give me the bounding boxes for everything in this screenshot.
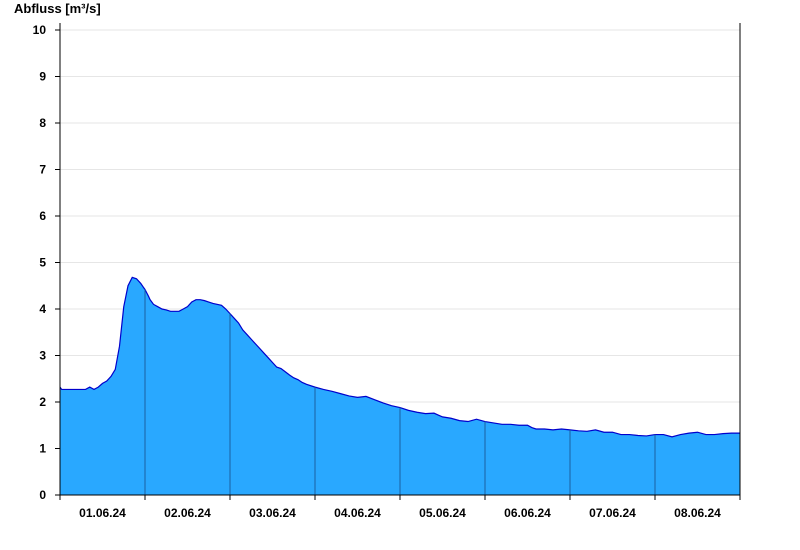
y-tick-label: 7 bbox=[39, 163, 46, 177]
y-tick-label: 9 bbox=[39, 70, 46, 84]
y-tick-label: 0 bbox=[39, 488, 46, 502]
y-tick-label: 3 bbox=[39, 349, 46, 363]
y-tick-label: 6 bbox=[39, 209, 46, 223]
y-tick-label: 8 bbox=[39, 116, 46, 130]
x-tick-label: 03.06.24 bbox=[249, 506, 296, 520]
y-tick-label: 5 bbox=[39, 256, 46, 270]
y-axis-label: Abfluss [m³/s] bbox=[14, 1, 101, 16]
x-ticks: 01.06.24 02.06.24 03.06.24 04.06.24 05.06.24… bbox=[59, 495, 741, 520]
x-tick-label: 06.06.24 bbox=[504, 506, 551, 520]
y-tick-label: 10 bbox=[33, 23, 47, 37]
y-tick-label: 4 bbox=[39, 302, 46, 316]
x-tick-label: 01.06.24 bbox=[79, 506, 126, 520]
day-separators bbox=[144, 289, 656, 495]
discharge-line bbox=[59, 276, 740, 438]
y-ticks: 0 1 2 3 4 5 6 7 8 9 10 bbox=[33, 23, 60, 502]
x-tick-label: 04.06.24 bbox=[334, 506, 381, 520]
x-tick-label: 07.06.24 bbox=[589, 506, 636, 520]
y-tick-label: 2 bbox=[39, 395, 46, 409]
y-tick-label: 1 bbox=[39, 442, 46, 456]
x-tick-label: 02.06.24 bbox=[164, 506, 211, 520]
x-tick-label: 05.06.24 bbox=[419, 506, 466, 520]
x-tick-label: 08.06.24 bbox=[674, 506, 721, 520]
